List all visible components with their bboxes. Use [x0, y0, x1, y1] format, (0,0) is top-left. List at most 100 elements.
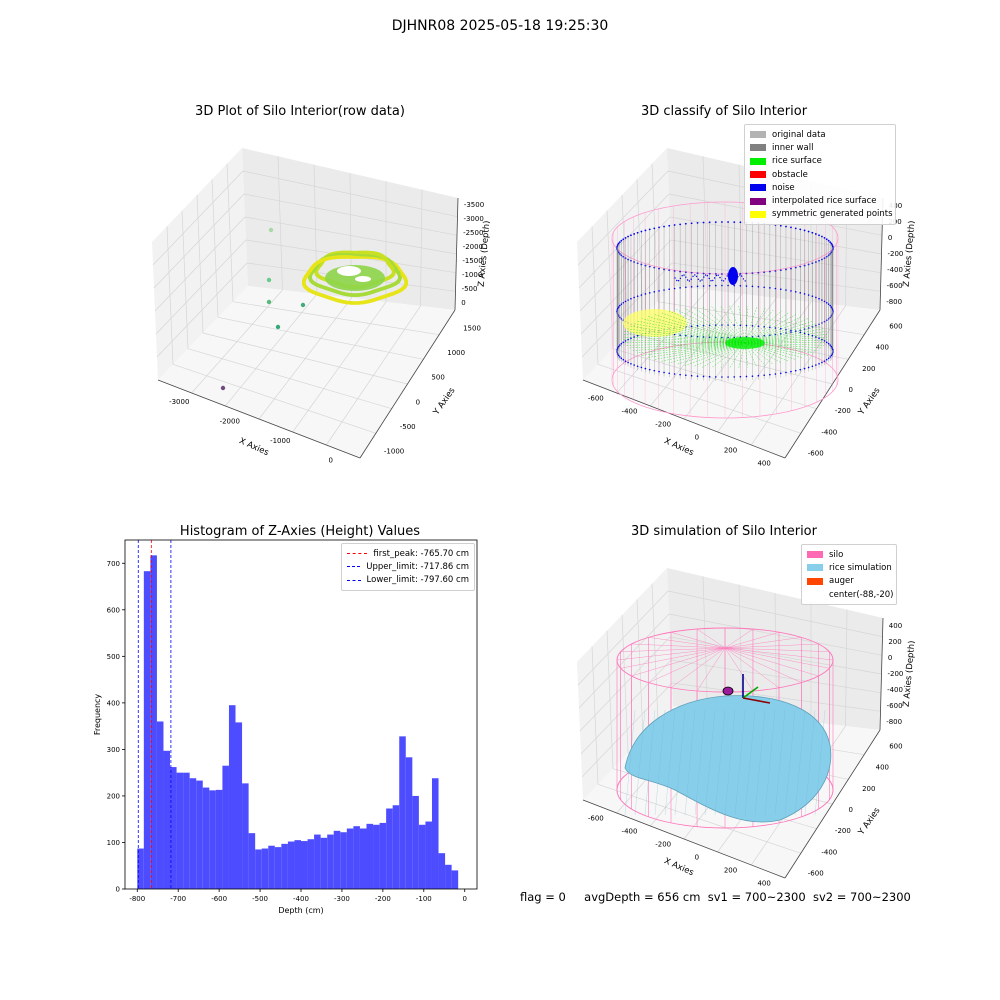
- mesh-line: [664, 709, 676, 816]
- histogram-bar: [431, 778, 439, 889]
- rice-surface-ray: [641, 318, 746, 344]
- noise-point: [644, 367, 647, 370]
- noise-point: [702, 285, 705, 287]
- noise-point: [745, 324, 748, 327]
- z-tick-label: 200: [888, 638, 901, 646]
- noise-point: [668, 288, 671, 291]
- panel4-legend: silo rice simulation auger center(-88,-20): [801, 544, 897, 606]
- noise-point: [739, 284, 742, 287]
- sv2-text: sv2 = 700~2300: [812, 890, 911, 904]
- legend-item: rice simulation: [807, 561, 892, 574]
- legend-swatch: [807, 551, 823, 559]
- legend-swatch: [750, 144, 766, 152]
- status-line: flag = 0 avgDepth = 656 cm sv1 = 700~230…: [520, 890, 911, 904]
- noise-point: [653, 369, 656, 372]
- noise-point: [779, 372, 782, 375]
- x-tick-label: -200: [655, 421, 671, 429]
- noise-point: [751, 325, 754, 327]
- silo-roof-line: [696, 647, 726, 692]
- panel4-3d-plot: -600 -400 -200 0 200 400 -600 -400 -200 0 200 400 60…: [577, 568, 915, 888]
- noise-point: [774, 287, 777, 290]
- y-tick-label: 600: [889, 743, 902, 751]
- noise-point: [685, 334, 687, 337]
- noise-point: [617, 354, 620, 357]
- z-tick-label: -3000: [463, 215, 483, 223]
- noise-point: [624, 300, 627, 303]
- noise-point: [714, 284, 717, 287]
- x-tick-label: -2000: [220, 417, 240, 425]
- histogram-bar: [392, 805, 400, 889]
- histogram-bar: [346, 828, 354, 889]
- y-tick-label: 400: [876, 344, 889, 352]
- noise-point: [710, 280, 712, 282]
- noise-point: [785, 225, 787, 228]
- noise-point: [823, 340, 826, 342]
- noise-point: [821, 299, 823, 301]
- noise-point: [818, 234, 820, 237]
- noise-point: [737, 276, 739, 278]
- mesh-line: [724, 709, 736, 816]
- y-tick-label: -400: [821, 848, 837, 856]
- noise-point: [794, 227, 797, 230]
- x-tick-label: -200: [655, 841, 671, 849]
- noise-point: [790, 226, 792, 229]
- histogram-bar: [301, 841, 308, 889]
- noise-point: [739, 221, 742, 224]
- noise-point: [832, 348, 834, 351]
- silo-roof-line: [724, 628, 754, 649]
- noise-point: [721, 324, 723, 326]
- noise-point: [825, 238, 828, 241]
- panel2-3d-plot: -600 -400 -200 0 200 400 -600 -400 -200 0 200 400 60…: [577, 148, 915, 468]
- z-tick-label: 0: [888, 234, 892, 242]
- noise-point: [624, 360, 627, 362]
- noise-point: [636, 365, 639, 368]
- noise-point: [673, 224, 676, 226]
- rice-surface-ray: [641, 342, 746, 356]
- mesh-line: [784, 709, 796, 816]
- mesh-line: [704, 709, 716, 816]
- y-axis-line: [359, 309, 456, 459]
- rice-surface-ray: [647, 316, 746, 344]
- y-tick-label: 0: [416, 398, 420, 406]
- histogram-bar: [294, 840, 301, 889]
- noise-point: [619, 344, 621, 346]
- noise-point: [721, 279, 723, 281]
- outlier-point: [266, 299, 272, 305]
- noise-point: [811, 365, 814, 368]
- noise-point: [663, 371, 665, 374]
- silo-roof-line: [648, 637, 726, 649]
- noise-point: [779, 288, 782, 291]
- noise-point: [827, 342, 830, 345]
- noise-point: [803, 229, 806, 232]
- noise-point: [617, 242, 620, 245]
- z-axis-label: Z Axies (Depth): [902, 640, 915, 707]
- histogram-bar: [248, 833, 256, 889]
- noise-point: [679, 277, 682, 280]
- histogram-bar: [215, 789, 223, 889]
- noise-point: [627, 299, 629, 301]
- x-tick-label: -500: [252, 895, 268, 903]
- noise-point: [616, 244, 619, 246]
- noise-point: [627, 361, 629, 364]
- silo-roof-line: [670, 647, 726, 688]
- noise-point: [690, 374, 693, 377]
- histogram-bar: [451, 870, 459, 889]
- x-tick-label: 400: [757, 880, 770, 888]
- rice-surface-ray: [626, 328, 746, 344]
- x-tick-label: -100: [416, 895, 432, 903]
- noise-point: [633, 364, 635, 366]
- grid-line: [326, 305, 421, 446]
- legend-swatch: [750, 157, 766, 165]
- noise-point: [815, 336, 817, 338]
- z-tick-label: -200: [888, 670, 904, 678]
- noise-point: [717, 274, 719, 276]
- mesh-line: [814, 709, 826, 816]
- z-tick-label: 400: [889, 622, 902, 630]
- mesh-line: [674, 709, 686, 816]
- mesh-line: [644, 709, 656, 816]
- histogram-bar: [359, 828, 367, 889]
- noise-point: [679, 223, 682, 226]
- histogram-bar: [340, 832, 347, 889]
- noise-point: [829, 356, 831, 358]
- rice-surface-ray: [636, 320, 746, 344]
